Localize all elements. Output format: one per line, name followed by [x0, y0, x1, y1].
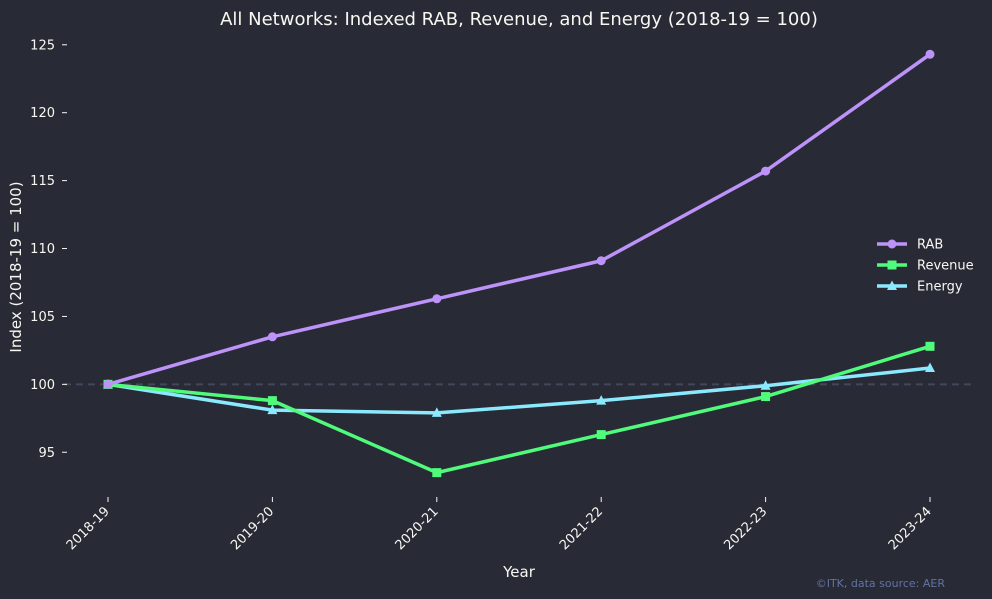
data-point-rab — [267, 332, 277, 342]
series-line-energy — [106, 366, 932, 415]
y-tick-label: 105 — [30, 310, 55, 325]
data-point-energy — [925, 362, 935, 373]
y-tick-label: 100 — [30, 378, 55, 393]
data-point-rab — [761, 166, 771, 176]
series-line-revenue — [106, 344, 932, 475]
data-point-rab — [925, 49, 935, 59]
chart-title: All Networks: Indexed RAB, Revenue, and … — [220, 9, 818, 30]
x-axis: 2018-19 2019-20 2020-21 2021-22 2022-23 2023-… — [64, 497, 935, 553]
data-point-revenue — [596, 430, 606, 440]
y-tick-label: 115 — [30, 174, 55, 189]
x-axis-label: Year — [502, 563, 536, 581]
x-tick-label: 2018-19 — [64, 504, 113, 553]
legend-label-rab: RAB — [917, 238, 943, 253]
data-point-energy — [596, 395, 607, 405]
data-point-revenue — [761, 392, 771, 402]
x-tick-label: 2023-24 — [886, 504, 935, 553]
data-point-energy — [431, 407, 442, 417]
data-point-energy — [760, 380, 771, 390]
legend-marker-energy — [887, 280, 897, 290]
credit-text: ©ITK, data source: AER — [816, 577, 946, 590]
data-point-energy — [267, 404, 278, 415]
x-tick-label: 2021-22 — [557, 504, 606, 553]
legend-item-energy: Energy — [877, 280, 963, 295]
series-layer — [103, 49, 935, 478]
data-point-rab — [432, 294, 442, 304]
legend-item-rab: RAB — [877, 238, 943, 253]
data-point-revenue — [267, 396, 277, 406]
legend-item-revenue: Revenue — [877, 259, 974, 274]
data-point-revenue — [925, 341, 935, 351]
y-tick-label: 110 — [30, 242, 55, 257]
y-tick-label: 120 — [30, 106, 55, 121]
legend-label-energy: Energy — [917, 280, 963, 295]
x-tick-label: 2022-23 — [721, 504, 770, 553]
x-tick-label: 2020-21 — [393, 504, 442, 553]
data-point-revenue — [432, 468, 442, 478]
legend-label-revenue: Revenue — [917, 259, 974, 274]
data-point-rab — [103, 379, 113, 389]
x-tick-label: 2019-20 — [228, 504, 277, 553]
data-point-rab — [596, 256, 606, 266]
y-axis-label: Index (2018-19 = 100) — [7, 181, 25, 352]
legend: RAB Revenue Energy — [877, 238, 974, 295]
series-energy — [103, 362, 935, 417]
y-tick-label: 95 — [38, 446, 55, 461]
legend-marker-revenue — [887, 260, 897, 270]
y-tick-label: 125 — [30, 38, 55, 53]
y-axis: 95 100 105 110 115 120 125 — [30, 38, 67, 461]
series-line-rab — [106, 52, 932, 387]
series-revenue — [103, 341, 935, 478]
series-rab — [103, 49, 935, 389]
legend-marker-rab — [887, 239, 897, 249]
